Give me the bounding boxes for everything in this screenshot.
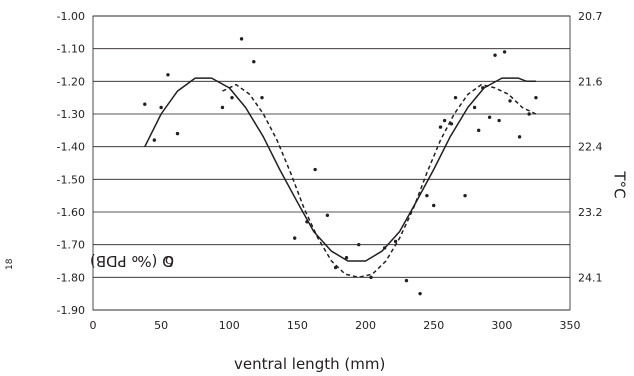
solid-fit-curve xyxy=(144,77,536,262)
secondary-y-tick-label: 21.6 xyxy=(578,75,603,88)
x-tick-label: 0 xyxy=(90,319,97,332)
data-point xyxy=(357,242,361,247)
y-tick-label: -1.50 xyxy=(57,173,85,186)
x-tick-label: 200 xyxy=(355,319,376,332)
y-tick-label: -1.20 xyxy=(57,75,85,88)
data-point xyxy=(442,118,447,123)
data-point xyxy=(152,138,157,142)
y-tick-label: -1.60 xyxy=(57,206,85,219)
data-point xyxy=(393,239,398,244)
y-tick-label: -1.40 xyxy=(57,141,85,154)
data-point xyxy=(534,95,538,100)
data-point xyxy=(487,115,492,119)
data-point xyxy=(418,291,422,296)
data-point xyxy=(463,193,467,198)
data-point xyxy=(166,73,170,77)
data-point xyxy=(527,112,531,116)
data-point xyxy=(432,203,436,208)
data-point xyxy=(502,50,507,54)
secondary-y-axis-label: T°C xyxy=(606,171,633,198)
y-axis-label-superscript: 18 xyxy=(5,258,15,270)
secondary-y-tick-label: 24.1 xyxy=(578,271,603,284)
y-axis-label-rest: O (‰ PDB) xyxy=(89,252,174,270)
data-point xyxy=(425,193,429,198)
data-point xyxy=(252,60,256,64)
x-tick-label: 350 xyxy=(560,319,581,332)
data-point xyxy=(143,102,147,106)
y-tick-label: -1.80 xyxy=(57,271,85,284)
data-point xyxy=(239,37,244,41)
y-tick-label: -1.10 xyxy=(57,43,85,56)
dashed-fit-curve xyxy=(222,83,537,279)
data-point xyxy=(404,278,409,283)
plot-frame xyxy=(92,15,571,311)
data-point xyxy=(260,95,264,100)
data-point xyxy=(230,95,234,100)
x-tick-label: 50 xyxy=(154,319,168,332)
y-axis-label: δ 18 O (‰ PDB) xyxy=(4,100,174,270)
secondary-y-tick-label: 22.4 xyxy=(578,141,603,154)
x-tick-label: 250 xyxy=(423,319,444,332)
x-tick-label: 300 xyxy=(491,319,512,332)
x-tick-label: 150 xyxy=(287,319,308,332)
data-point xyxy=(508,99,512,103)
y-tick-label: -1.90 xyxy=(57,304,85,317)
secondary-y-axis-label-text: T°C xyxy=(610,171,629,199)
secondary-y-tick-label: 23.2 xyxy=(578,206,603,219)
data-point xyxy=(369,275,373,280)
y-tick-label: -1.70 xyxy=(57,239,85,252)
data-point xyxy=(476,128,481,133)
data-point xyxy=(438,125,443,129)
data-point xyxy=(517,135,522,139)
x-axis-label: ventral length (mm) xyxy=(234,355,386,373)
data-point xyxy=(344,256,349,260)
data-point xyxy=(325,213,330,217)
data-point xyxy=(497,118,501,123)
y-tick-label: -1.30 xyxy=(57,108,85,121)
data-point xyxy=(472,105,477,110)
data-point xyxy=(175,131,180,136)
data-point xyxy=(293,236,297,240)
data-point xyxy=(220,105,225,110)
data-point xyxy=(313,167,317,172)
data-point xyxy=(159,105,163,110)
data-point xyxy=(449,122,454,126)
data-point xyxy=(453,95,458,100)
data-point xyxy=(493,53,497,57)
x-tick-label: 100 xyxy=(219,319,240,332)
secondary-y-tick-label: 20.7 xyxy=(578,10,603,23)
y-tick-label: -1.00 xyxy=(57,10,85,23)
